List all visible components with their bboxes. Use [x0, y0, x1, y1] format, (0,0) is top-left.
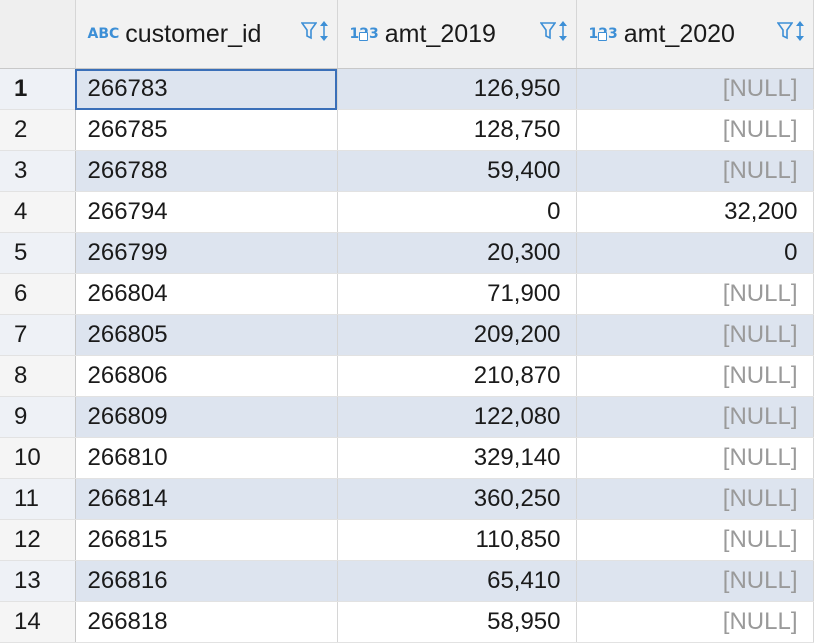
cell-amt-2019[interactable]: 59,400 — [337, 150, 577, 192]
table-row[interactable]: 7 266805 209,200 [NULL] — [0, 314, 814, 356]
table-row[interactable]: 11 266814 360,250 [NULL] — [0, 478, 814, 520]
lock-icon — [358, 32, 368, 41]
table-row[interactable]: 14 266818 58,950 [NULL] — [0, 601, 814, 643]
filter-icon[interactable] — [300, 21, 317, 41]
sort-icon[interactable] — [795, 20, 805, 42]
cell-customer-id[interactable]: 266785 — [75, 109, 338, 151]
cell-customer-id[interactable]: 266794 — [75, 191, 338, 233]
cell-customer-id[interactable]: 266816 — [75, 560, 338, 602]
cell-amt-2019[interactable]: 360,250 — [337, 478, 577, 520]
cell-customer-id[interactable]: 266809 — [75, 396, 338, 438]
sort-icon[interactable] — [319, 20, 329, 42]
cell-amt-2019[interactable]: 0 — [337, 191, 577, 233]
cell-customer-id[interactable]: 266805 — [75, 314, 338, 356]
row-number[interactable]: 2 — [0, 109, 76, 151]
cell-amt-2020[interactable]: [NULL] — [576, 396, 814, 438]
cell-amt-2020[interactable]: [NULL] — [576, 478, 814, 520]
column-label: amt_2020 — [623, 19, 735, 48]
row-number-header[interactable] — [0, 0, 76, 69]
table-row[interactable]: 9 266809 122,080 [NULL] — [0, 396, 814, 438]
cell-amt-2019[interactable]: 71,900 — [337, 273, 577, 315]
cell-amt-2020[interactable]: [NULL] — [576, 601, 814, 643]
cell-customer-id[interactable]: 266788 — [75, 150, 338, 192]
header-row: ABC customer_id — [0, 0, 814, 69]
table-row[interactable]: 10 266810 329,140 [NULL] — [0, 437, 814, 479]
cell-amt-2019[interactable]: 65,410 — [337, 560, 577, 602]
row-number[interactable]: 3 — [0, 150, 76, 192]
cell-amt-2020[interactable]: [NULL] — [576, 560, 814, 602]
cell-customer-id[interactable]: 266818 — [75, 601, 338, 643]
row-number[interactable]: 4 — [0, 191, 76, 233]
cell-amt-2019[interactable]: 209,200 — [337, 314, 577, 356]
cell-amt-2020[interactable]: [NULL] — [576, 273, 814, 315]
cell-amt-2019[interactable]: 329,140 — [337, 437, 577, 479]
cell-customer-id[interactable]: 266814 — [75, 478, 338, 520]
filter-icon[interactable] — [539, 21, 556, 41]
cell-amt-2019[interactable]: 128,750 — [337, 109, 577, 151]
text-type-icon: ABC — [87, 26, 120, 42]
sort-icon[interactable] — [558, 20, 568, 42]
row-number[interactable]: 9 — [0, 396, 76, 438]
cell-customer-id[interactable]: 266810 — [75, 437, 338, 479]
cell-amt-2020[interactable]: [NULL] — [576, 519, 814, 561]
cell-amt-2020[interactable]: [NULL] — [576, 68, 814, 110]
cell-amt-2019[interactable]: 20,300 — [337, 232, 577, 274]
column-header-amt-2019[interactable]: 123 amt_2019 — [337, 0, 577, 69]
cell-amt-2019[interactable]: 122,080 — [337, 396, 577, 438]
column-label: amt_2019 — [384, 19, 496, 48]
table-row[interactable]: 1 266783 126,950 [NULL] — [0, 68, 814, 110]
row-number[interactable]: 13 — [0, 560, 76, 602]
row-number[interactable]: 7 — [0, 314, 76, 356]
table-row[interactable]: 5 266799 20,300 0 — [0, 232, 814, 274]
cell-amt-2019[interactable]: 126,950 — [337, 68, 577, 110]
table-row[interactable]: 3 266788 59,400 [NULL] — [0, 150, 814, 192]
filter-icon[interactable] — [776, 21, 793, 41]
number-type-icon: 123 — [589, 26, 618, 42]
row-number[interactable]: 8 — [0, 355, 76, 397]
cell-customer-id[interactable]: 266799 — [75, 232, 338, 274]
row-number[interactable]: 12 — [0, 519, 76, 561]
cell-amt-2020[interactable]: [NULL] — [576, 437, 814, 479]
cell-amt-2020[interactable]: [NULL] — [576, 109, 814, 151]
cell-amt-2020[interactable]: 32,200 — [576, 191, 814, 233]
cell-customer-id[interactable]: 266804 — [75, 273, 338, 315]
cell-customer-id[interactable]: 266783 — [75, 68, 338, 110]
column-header-amt-2020[interactable]: 123 amt_2020 — [576, 0, 814, 69]
table-row[interactable]: 6 266804 71,900 [NULL] — [0, 273, 814, 315]
table-row[interactable]: 8 266806 210,870 [NULL] — [0, 355, 814, 397]
row-number[interactable]: 1 — [0, 68, 76, 110]
column-header-customer-id[interactable]: ABC customer_id — [75, 0, 338, 69]
row-number[interactable]: 6 — [0, 273, 76, 315]
row-number[interactable]: 10 — [0, 437, 76, 479]
row-number[interactable]: 5 — [0, 232, 76, 274]
table-row[interactable]: 13 266816 65,410 [NULL] — [0, 560, 814, 602]
row-number[interactable]: 11 — [0, 478, 76, 520]
column-label: customer_id — [125, 19, 262, 48]
cell-customer-id[interactable]: 266806 — [75, 355, 338, 397]
number-type-icon: 123 — [350, 26, 379, 42]
cell-customer-id[interactable]: 266815 — [75, 519, 338, 561]
row-number[interactable]: 14 — [0, 601, 76, 643]
cell-amt-2019[interactable]: 110,850 — [337, 519, 577, 561]
lock-icon — [597, 32, 607, 41]
table-body: 1 266783 126,950 [NULL] 2 266785 128,750 [NULL]… — [0, 68, 814, 643]
cell-amt-2020[interactable]: [NULL] — [576, 355, 814, 397]
cell-amt-2020[interactable]: [NULL] — [576, 150, 814, 192]
cell-amt-2019[interactable]: 58,950 — [337, 601, 577, 643]
cell-amt-2019[interactable]: 210,870 — [337, 355, 577, 397]
table-row[interactable]: 4 266794 0 32,200 — [0, 191, 814, 233]
cell-amt-2020[interactable]: [NULL] — [576, 314, 814, 356]
table-row[interactable]: 2 266785 128,750 [NULL] — [0, 109, 814, 151]
cell-amt-2020[interactable]: 0 — [576, 232, 814, 274]
table-row[interactable]: 12 266815 110,850 [NULL] — [0, 519, 814, 561]
